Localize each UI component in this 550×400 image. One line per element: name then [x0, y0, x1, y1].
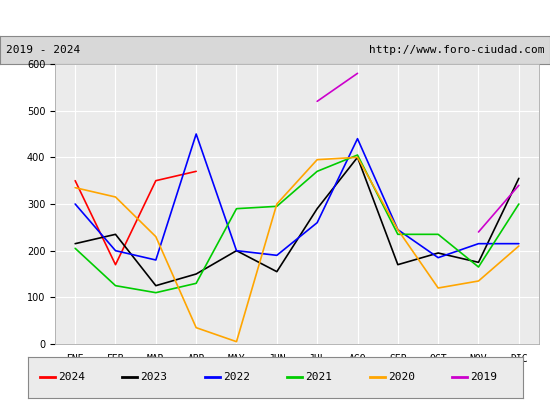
2024	[152, 178, 159, 183]
2023	[435, 250, 442, 255]
2021	[72, 246, 79, 251]
2023	[354, 155, 361, 160]
2022	[193, 132, 200, 136]
Line: 2019: 2019	[317, 73, 519, 232]
Line: 2023: 2023	[75, 157, 519, 286]
2020	[273, 202, 280, 206]
2021	[435, 232, 442, 237]
Line: 2022: 2022	[75, 134, 519, 260]
2020	[193, 325, 200, 330]
2020	[152, 234, 159, 239]
2021	[112, 283, 119, 288]
2020	[394, 227, 401, 232]
2023	[112, 232, 119, 237]
2023	[72, 241, 79, 246]
2022	[515, 241, 522, 246]
2020	[72, 185, 79, 190]
2023	[475, 260, 482, 265]
2024	[193, 169, 200, 174]
2020	[112, 194, 119, 199]
2021	[233, 206, 240, 211]
2020	[314, 157, 321, 162]
Text: 2022: 2022	[223, 372, 250, 382]
2023	[152, 283, 159, 288]
2022	[152, 258, 159, 262]
2020	[233, 339, 240, 344]
2022	[435, 255, 442, 260]
2022	[273, 253, 280, 258]
2023	[193, 272, 200, 276]
Text: 2019: 2019	[470, 372, 498, 382]
2023	[314, 206, 321, 211]
2022	[112, 248, 119, 253]
2021	[394, 232, 401, 237]
2020	[435, 286, 442, 290]
2021	[193, 281, 200, 286]
Text: Evolucion Nº Turistas Nacionales en el municipio de Villagonzalo: Evolucion Nº Turistas Nacionales en el m…	[19, 12, 531, 24]
2022	[394, 227, 401, 232]
2022	[354, 136, 361, 141]
2023	[394, 262, 401, 267]
2023	[233, 248, 240, 253]
2020	[515, 244, 522, 248]
Line: 2024: 2024	[75, 171, 196, 265]
2021	[273, 204, 280, 209]
Text: 2023: 2023	[141, 372, 168, 382]
2022	[314, 220, 321, 225]
2021	[152, 290, 159, 295]
Text: 2020: 2020	[388, 372, 415, 382]
2024	[112, 262, 119, 267]
2022	[475, 241, 482, 246]
2022	[233, 248, 240, 253]
Text: 2021: 2021	[306, 372, 333, 382]
2021	[475, 265, 482, 270]
2021	[314, 169, 321, 174]
2020	[475, 278, 482, 283]
2024	[72, 178, 79, 183]
2021	[515, 202, 522, 206]
2021	[354, 152, 361, 157]
Text: 2024: 2024	[58, 372, 85, 382]
2019	[475, 230, 482, 234]
Text: http://www.foro-ciudad.com: http://www.foro-ciudad.com	[369, 45, 544, 55]
2023	[515, 176, 522, 181]
2019	[354, 71, 361, 76]
2019	[515, 183, 522, 188]
Line: 2020: 2020	[75, 157, 519, 342]
2022	[72, 202, 79, 206]
2023	[273, 269, 280, 274]
2019	[314, 99, 321, 104]
Text: 2019 - 2024: 2019 - 2024	[6, 45, 80, 55]
2020	[354, 155, 361, 160]
Line: 2021: 2021	[75, 155, 519, 293]
